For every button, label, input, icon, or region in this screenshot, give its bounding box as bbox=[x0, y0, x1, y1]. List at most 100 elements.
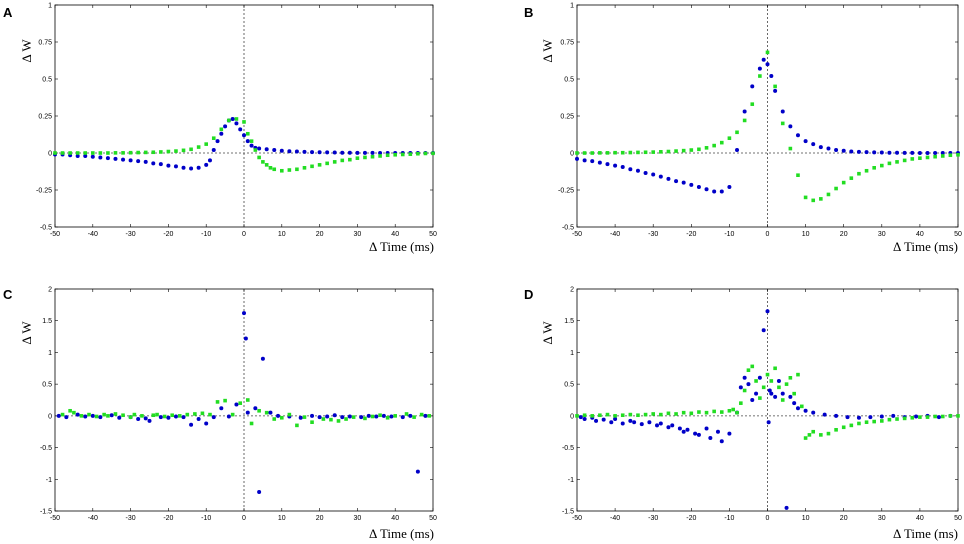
panel-d-point-blue bbox=[795, 406, 800, 411]
panel-b-point-blue bbox=[674, 179, 679, 184]
panel-d-point-blue bbox=[681, 429, 686, 434]
panel-b-point-green bbox=[819, 197, 823, 201]
panel-c-letter: C bbox=[3, 287, 13, 302]
panel-a-point-green bbox=[272, 167, 277, 172]
panel-c-point-blue bbox=[374, 414, 379, 419]
panel-d-point-green bbox=[880, 419, 884, 423]
panel-d-point-green bbox=[758, 396, 762, 400]
panel-a-point-blue bbox=[173, 164, 178, 169]
panel-d-point-blue bbox=[868, 415, 873, 420]
panel-d-point-green bbox=[620, 413, 625, 418]
panel-c-point-blue bbox=[325, 414, 330, 419]
panel-c-point-green bbox=[336, 419, 341, 423]
panel-c-point-green bbox=[223, 398, 227, 403]
panel-a-point-green bbox=[280, 168, 284, 173]
panel-c-point-blue bbox=[83, 414, 88, 419]
panel-c-point-green bbox=[370, 414, 375, 419]
panel-d-point-green bbox=[872, 419, 876, 424]
panel-c-point-green bbox=[230, 412, 235, 417]
panel-c-point-green bbox=[363, 416, 367, 421]
panel-a-ytick-label: -0.5 bbox=[40, 225, 52, 232]
panel-b-point-green bbox=[956, 152, 960, 157]
panel-a-xtick-label: 0 bbox=[242, 231, 246, 238]
panel-b-xtick-label: -10 bbox=[724, 231, 734, 238]
panel-a-point-green bbox=[174, 149, 178, 153]
panel-c-ytick-label: -1 bbox=[46, 477, 52, 484]
panel-a-point-blue bbox=[219, 131, 224, 136]
panel-a-point-green bbox=[245, 131, 250, 136]
panel-c-point-blue bbox=[189, 422, 194, 427]
panel-a-point-green bbox=[332, 160, 337, 164]
panel-a-point-green bbox=[196, 145, 201, 149]
panel-c-point-green bbox=[185, 412, 190, 417]
panel-a-point-blue bbox=[245, 139, 250, 144]
panel-c-xtick-label: -40 bbox=[88, 515, 98, 522]
panel-a-point-green bbox=[302, 166, 307, 170]
panel-d-series-blue bbox=[578, 309, 953, 510]
panel-b-point-blue bbox=[872, 150, 877, 155]
panel-c-ylabel: Δ W bbox=[19, 321, 34, 345]
panel-a-point-blue bbox=[204, 162, 209, 167]
panel-c-point-green bbox=[310, 420, 314, 424]
panel-a-point-blue bbox=[234, 121, 239, 126]
panel-b-point-blue bbox=[742, 109, 747, 114]
panel-d-point-blue bbox=[769, 391, 774, 396]
panel-c-xtick-label: -30 bbox=[126, 515, 136, 522]
panel-c-point-blue bbox=[408, 413, 413, 418]
panel-d-point-blue bbox=[742, 375, 747, 380]
panel-b-xtick-label: 40 bbox=[916, 231, 924, 238]
panel-a-point-blue bbox=[325, 150, 330, 155]
panel-b-xtick-label: 30 bbox=[878, 231, 886, 238]
panel-b-point-blue bbox=[658, 174, 663, 179]
panel-b-point-green bbox=[940, 154, 945, 158]
panel-d-point-green bbox=[948, 414, 953, 418]
panel-a-point-green bbox=[348, 157, 352, 162]
panel-a-xtick-label: -20 bbox=[163, 231, 173, 238]
panel-b-series-green bbox=[575, 50, 960, 203]
panel-a-point-green bbox=[75, 151, 80, 155]
panel-b-point-green bbox=[933, 154, 937, 159]
panel-d-point-green bbox=[727, 408, 732, 413]
panel-c-point-green bbox=[200, 411, 205, 416]
panel-a-point-green bbox=[181, 148, 186, 153]
panel-d-point-blue bbox=[773, 394, 778, 399]
panel-d-point-green bbox=[712, 409, 716, 414]
panel-c-point-blue bbox=[143, 416, 148, 421]
panel-b-point-green bbox=[803, 195, 808, 200]
panel-a-point-green bbox=[151, 150, 156, 155]
panel-b-point-blue bbox=[575, 156, 579, 161]
panel-b-point-green bbox=[826, 192, 831, 197]
panel-c-point-blue bbox=[257, 489, 262, 494]
panel-b-point-blue bbox=[902, 150, 907, 155]
panel-a-point-blue bbox=[347, 150, 352, 155]
panel-c-point-green bbox=[68, 408, 72, 413]
panel-d-xtick-label: -20 bbox=[686, 515, 696, 522]
panel-b-point-blue bbox=[750, 84, 755, 89]
panel-d-xtick-label: -50 bbox=[572, 515, 582, 522]
panel-a-point-green bbox=[68, 151, 72, 155]
panel-c-point-blue bbox=[75, 412, 80, 417]
panel-a-point-green bbox=[268, 166, 273, 170]
panel-a-point-blue bbox=[211, 148, 216, 153]
panel-a-point-blue bbox=[230, 116, 235, 121]
panel-c-xtick-label: 50 bbox=[429, 515, 437, 522]
panel-a-xtick-label: 50 bbox=[429, 231, 437, 238]
panel-c-point-green bbox=[193, 412, 197, 416]
panel-d-point-blue bbox=[704, 426, 709, 431]
panel-b-point-blue bbox=[933, 151, 938, 155]
panel-d-ytick-label: 2 bbox=[570, 287, 574, 294]
panel-a-point-blue bbox=[90, 154, 95, 159]
panel-c-point-green bbox=[128, 415, 133, 419]
panel-d-point-green bbox=[754, 379, 758, 383]
panel-a-point-blue bbox=[340, 150, 345, 155]
panel-d-point-blue bbox=[693, 431, 698, 436]
panel-d-point-blue bbox=[856, 415, 861, 420]
panel-c-point-blue bbox=[415, 469, 420, 474]
panel-c-point-green bbox=[378, 413, 382, 418]
panel-d-xtick-label: 30 bbox=[878, 515, 886, 522]
panel-d-ytick-label: 1 bbox=[570, 350, 574, 357]
panel-d-point-green bbox=[918, 415, 922, 419]
panel-c-point-blue bbox=[158, 415, 163, 420]
panel-d-point-green bbox=[628, 412, 633, 417]
panel-d-point-green bbox=[925, 415, 930, 419]
